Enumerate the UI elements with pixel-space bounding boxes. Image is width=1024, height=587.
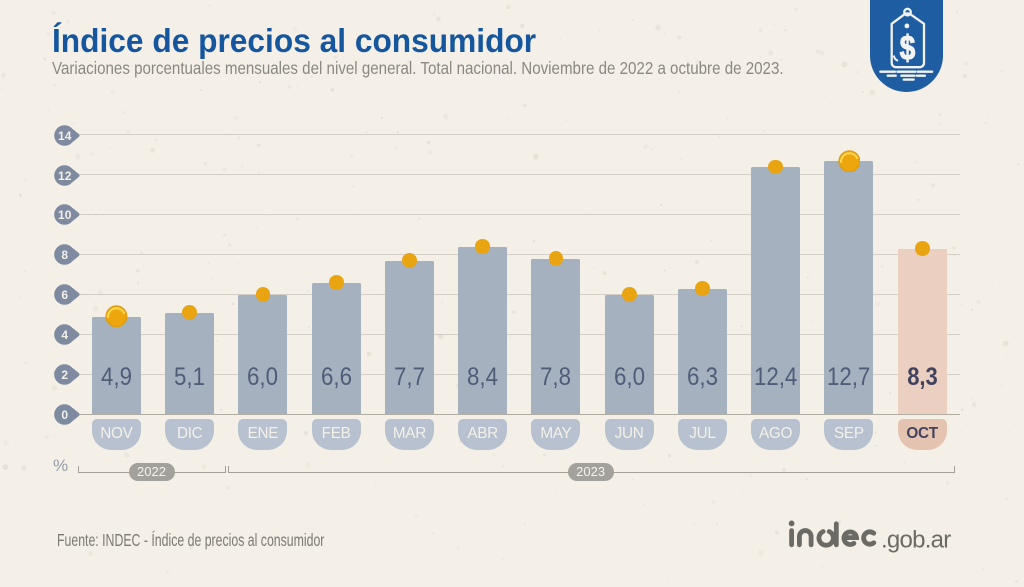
svg-text:8: 8 [61, 248, 68, 262]
svg-text:$: $ [900, 29, 916, 67]
svg-text:.gob.ar: .gob.ar [881, 527, 951, 554]
svg-text:6: 6 [61, 288, 68, 302]
svg-text:14: 14 [58, 128, 72, 142]
svg-text:0: 0 [61, 408, 68, 422]
svg-text:10: 10 [58, 208, 72, 222]
svg-text:12: 12 [58, 168, 72, 182]
svg-text:2: 2 [61, 368, 68, 382]
svg-text:4: 4 [61, 328, 68, 342]
